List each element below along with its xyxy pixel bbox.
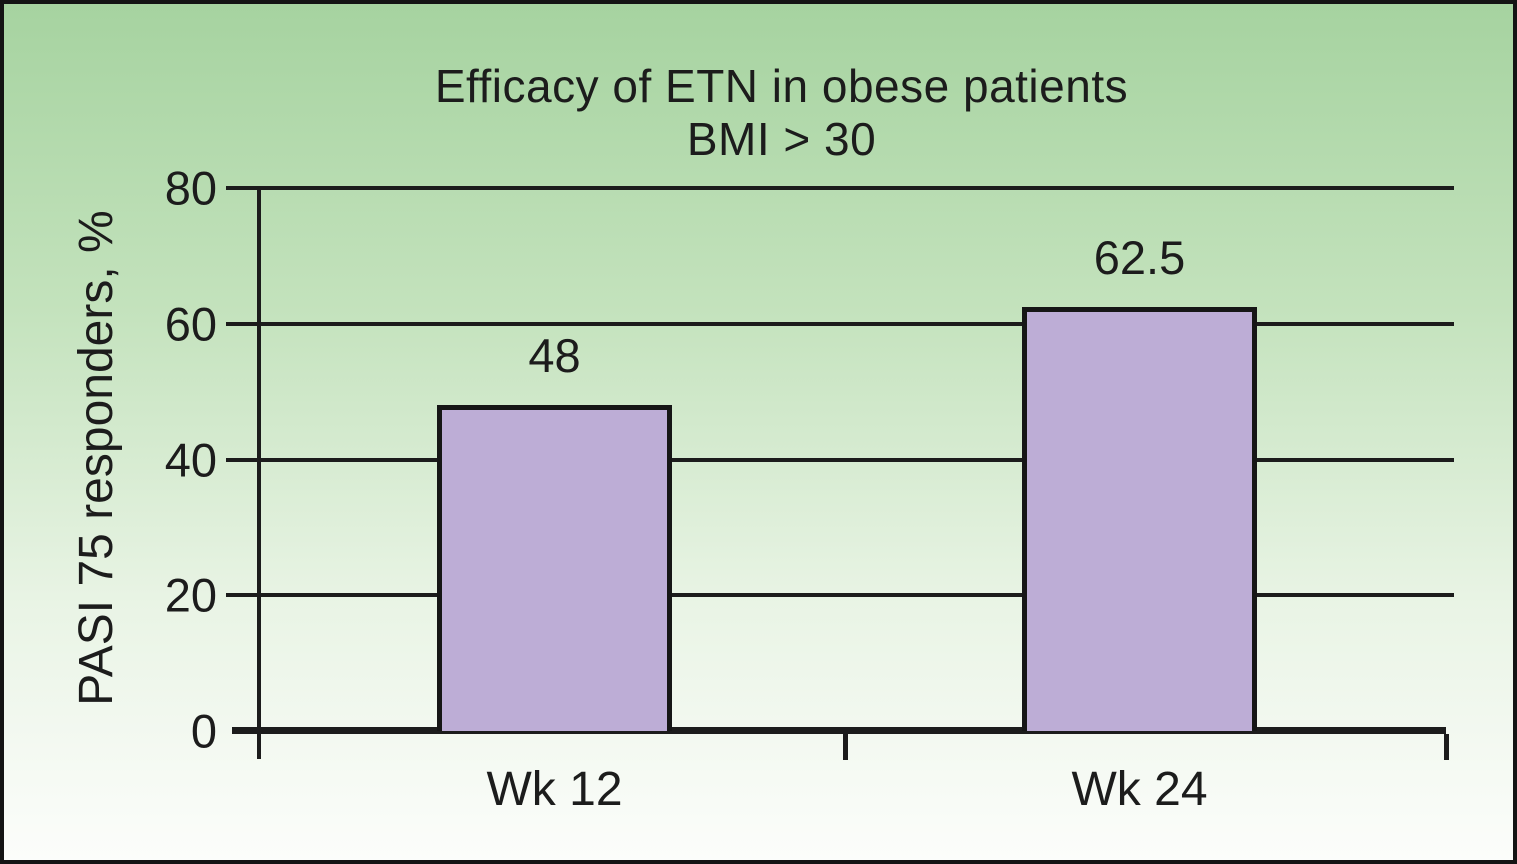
x-tick-mark <box>1444 734 1449 760</box>
gridline <box>259 186 1454 190</box>
y-tick-label: 80 <box>164 161 217 215</box>
x-axis-line <box>232 727 1446 734</box>
x-category-label: Wk 12 <box>486 763 623 816</box>
chart-title-block: Efficacy of ETN in obese patients BMI > … <box>4 60 1513 167</box>
y-tick-label: 0 <box>190 704 217 758</box>
bar-value-label: 62.5 <box>1093 230 1186 284</box>
gridline <box>259 321 1454 326</box>
bar-wk-12 <box>437 405 672 731</box>
plot-area: 48 62.5 <box>226 186 1454 760</box>
y-tick-mark <box>226 593 259 598</box>
bar-wk-24 <box>1022 306 1257 731</box>
y-axis-line <box>257 186 261 759</box>
y-tick-label: 40 <box>164 433 217 486</box>
x-category-label: Wk 24 <box>1071 763 1208 816</box>
y-tick-mark <box>226 457 259 462</box>
y-tick-label: 20 <box>164 568 217 622</box>
chart-subtitle: BMI > 30 <box>686 113 877 166</box>
y-tick-mark <box>226 186 259 190</box>
gridline <box>259 457 1454 462</box>
y-tick-mark <box>226 321 259 326</box>
chart-title: Efficacy of ETN in obese patients <box>434 60 1129 112</box>
gridline <box>259 593 1454 598</box>
bar-value-label: 48 <box>528 329 581 383</box>
x-tick-mark <box>843 734 848 760</box>
y-tick-label: 60 <box>164 297 217 351</box>
